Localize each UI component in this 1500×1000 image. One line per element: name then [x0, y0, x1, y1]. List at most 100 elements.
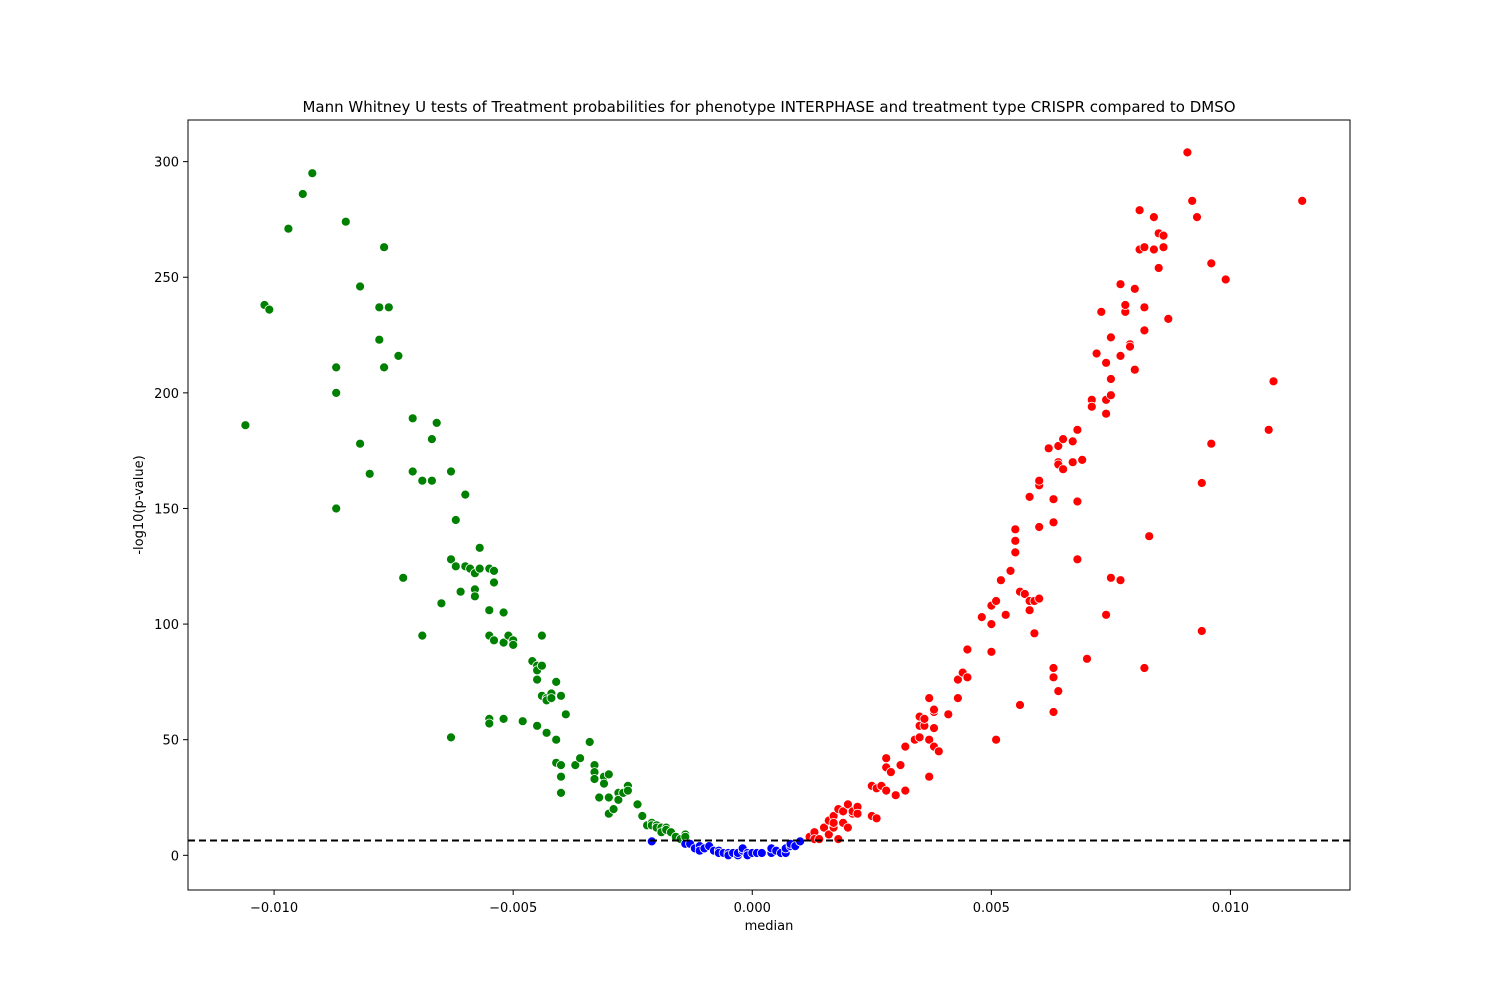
data-point [900, 741, 911, 752]
data-point [637, 811, 648, 821]
data-point [1029, 628, 1040, 639]
y-axis-title: -log10(p-value) [132, 455, 147, 554]
data-point [1106, 374, 1116, 384]
data-point [455, 586, 466, 597]
data-point [331, 503, 342, 514]
data-point [1082, 653, 1092, 664]
data-point [1297, 195, 1308, 206]
data-point [986, 619, 997, 629]
data-point [962, 644, 973, 655]
data-point [1106, 332, 1116, 343]
data-point [1196, 626, 1207, 636]
data-point [1048, 707, 1059, 717]
data-point [976, 612, 987, 622]
data-point [823, 829, 834, 840]
data-point [814, 834, 825, 844]
data-point [603, 792, 614, 803]
data-point [532, 720, 542, 731]
data-point [537, 660, 547, 671]
data-point [1115, 575, 1126, 586]
y-tick-label: 300 [154, 156, 179, 171]
data-point [1263, 424, 1274, 435]
data-point [450, 515, 461, 525]
data-point [446, 554, 456, 565]
x-axis-title: median [745, 919, 794, 934]
data-point [756, 848, 767, 858]
data-point [1115, 350, 1126, 361]
data-point [1187, 195, 1198, 206]
data-point [1015, 700, 1025, 710]
data-point [556, 788, 566, 798]
data-point [924, 734, 935, 745]
data-point [1091, 348, 1102, 359]
data-point [996, 575, 1006, 586]
data-point [890, 790, 901, 801]
data-point [560, 709, 571, 720]
y-tick-label: 150 [154, 502, 179, 517]
data-point [556, 771, 566, 782]
data-point [450, 561, 461, 572]
x-tick-label: −0.005 [489, 901, 537, 916]
data-point [469, 591, 480, 602]
data-point [489, 577, 499, 588]
data-point [537, 630, 547, 641]
data-point [1067, 436, 1078, 447]
data-point [355, 281, 366, 292]
data-point [881, 785, 892, 796]
data-point [1158, 230, 1169, 241]
data-point [1125, 341, 1135, 352]
data-point [417, 630, 428, 641]
data-point [1158, 242, 1169, 253]
data-point [331, 387, 342, 398]
data-point [340, 216, 351, 227]
data-point [1058, 464, 1068, 475]
data-point [374, 334, 385, 345]
data-point [489, 566, 499, 576]
data-point [532, 674, 542, 685]
data-point [1072, 496, 1083, 507]
data-point [474, 563, 485, 574]
data-point [1139, 325, 1150, 336]
data-point [1048, 517, 1059, 528]
data-point [1010, 524, 1021, 535]
data-point [986, 646, 997, 657]
data-point [407, 466, 418, 477]
data-point [1005, 566, 1016, 576]
data-point [1115, 279, 1126, 290]
data-point [1010, 535, 1021, 546]
x-tick-label: 0.000 [734, 901, 771, 916]
data-point [1106, 572, 1116, 583]
data-point [1034, 522, 1045, 532]
data-point [1134, 205, 1145, 216]
data-point [551, 677, 562, 687]
data-point [355, 438, 366, 449]
data-point [1053, 441, 1064, 451]
data-point [900, 785, 911, 796]
data-point [843, 799, 853, 810]
data-point [460, 489, 471, 500]
data-point [599, 778, 609, 789]
data-point [1024, 605, 1035, 616]
data-point [1096, 306, 1107, 317]
data-point [283, 223, 294, 234]
data-point [594, 792, 605, 803]
data-point [1019, 589, 1030, 599]
x-tick-label: 0.010 [1212, 901, 1249, 916]
data-point [843, 822, 853, 833]
x-tick-label: 0.005 [973, 901, 1010, 916]
data-point [613, 794, 624, 805]
data-point [929, 723, 939, 733]
data-point [1144, 531, 1155, 542]
data-point [589, 774, 600, 784]
data-point [924, 693, 935, 703]
data-points [240, 147, 1308, 861]
data-point [1048, 494, 1059, 505]
data-point [379, 242, 390, 253]
data-point [623, 785, 633, 796]
data-point [383, 302, 394, 313]
data-point [1086, 401, 1097, 412]
data-point [953, 674, 963, 685]
data-point [881, 753, 892, 764]
data-point [517, 716, 528, 727]
data-point [1139, 302, 1150, 313]
